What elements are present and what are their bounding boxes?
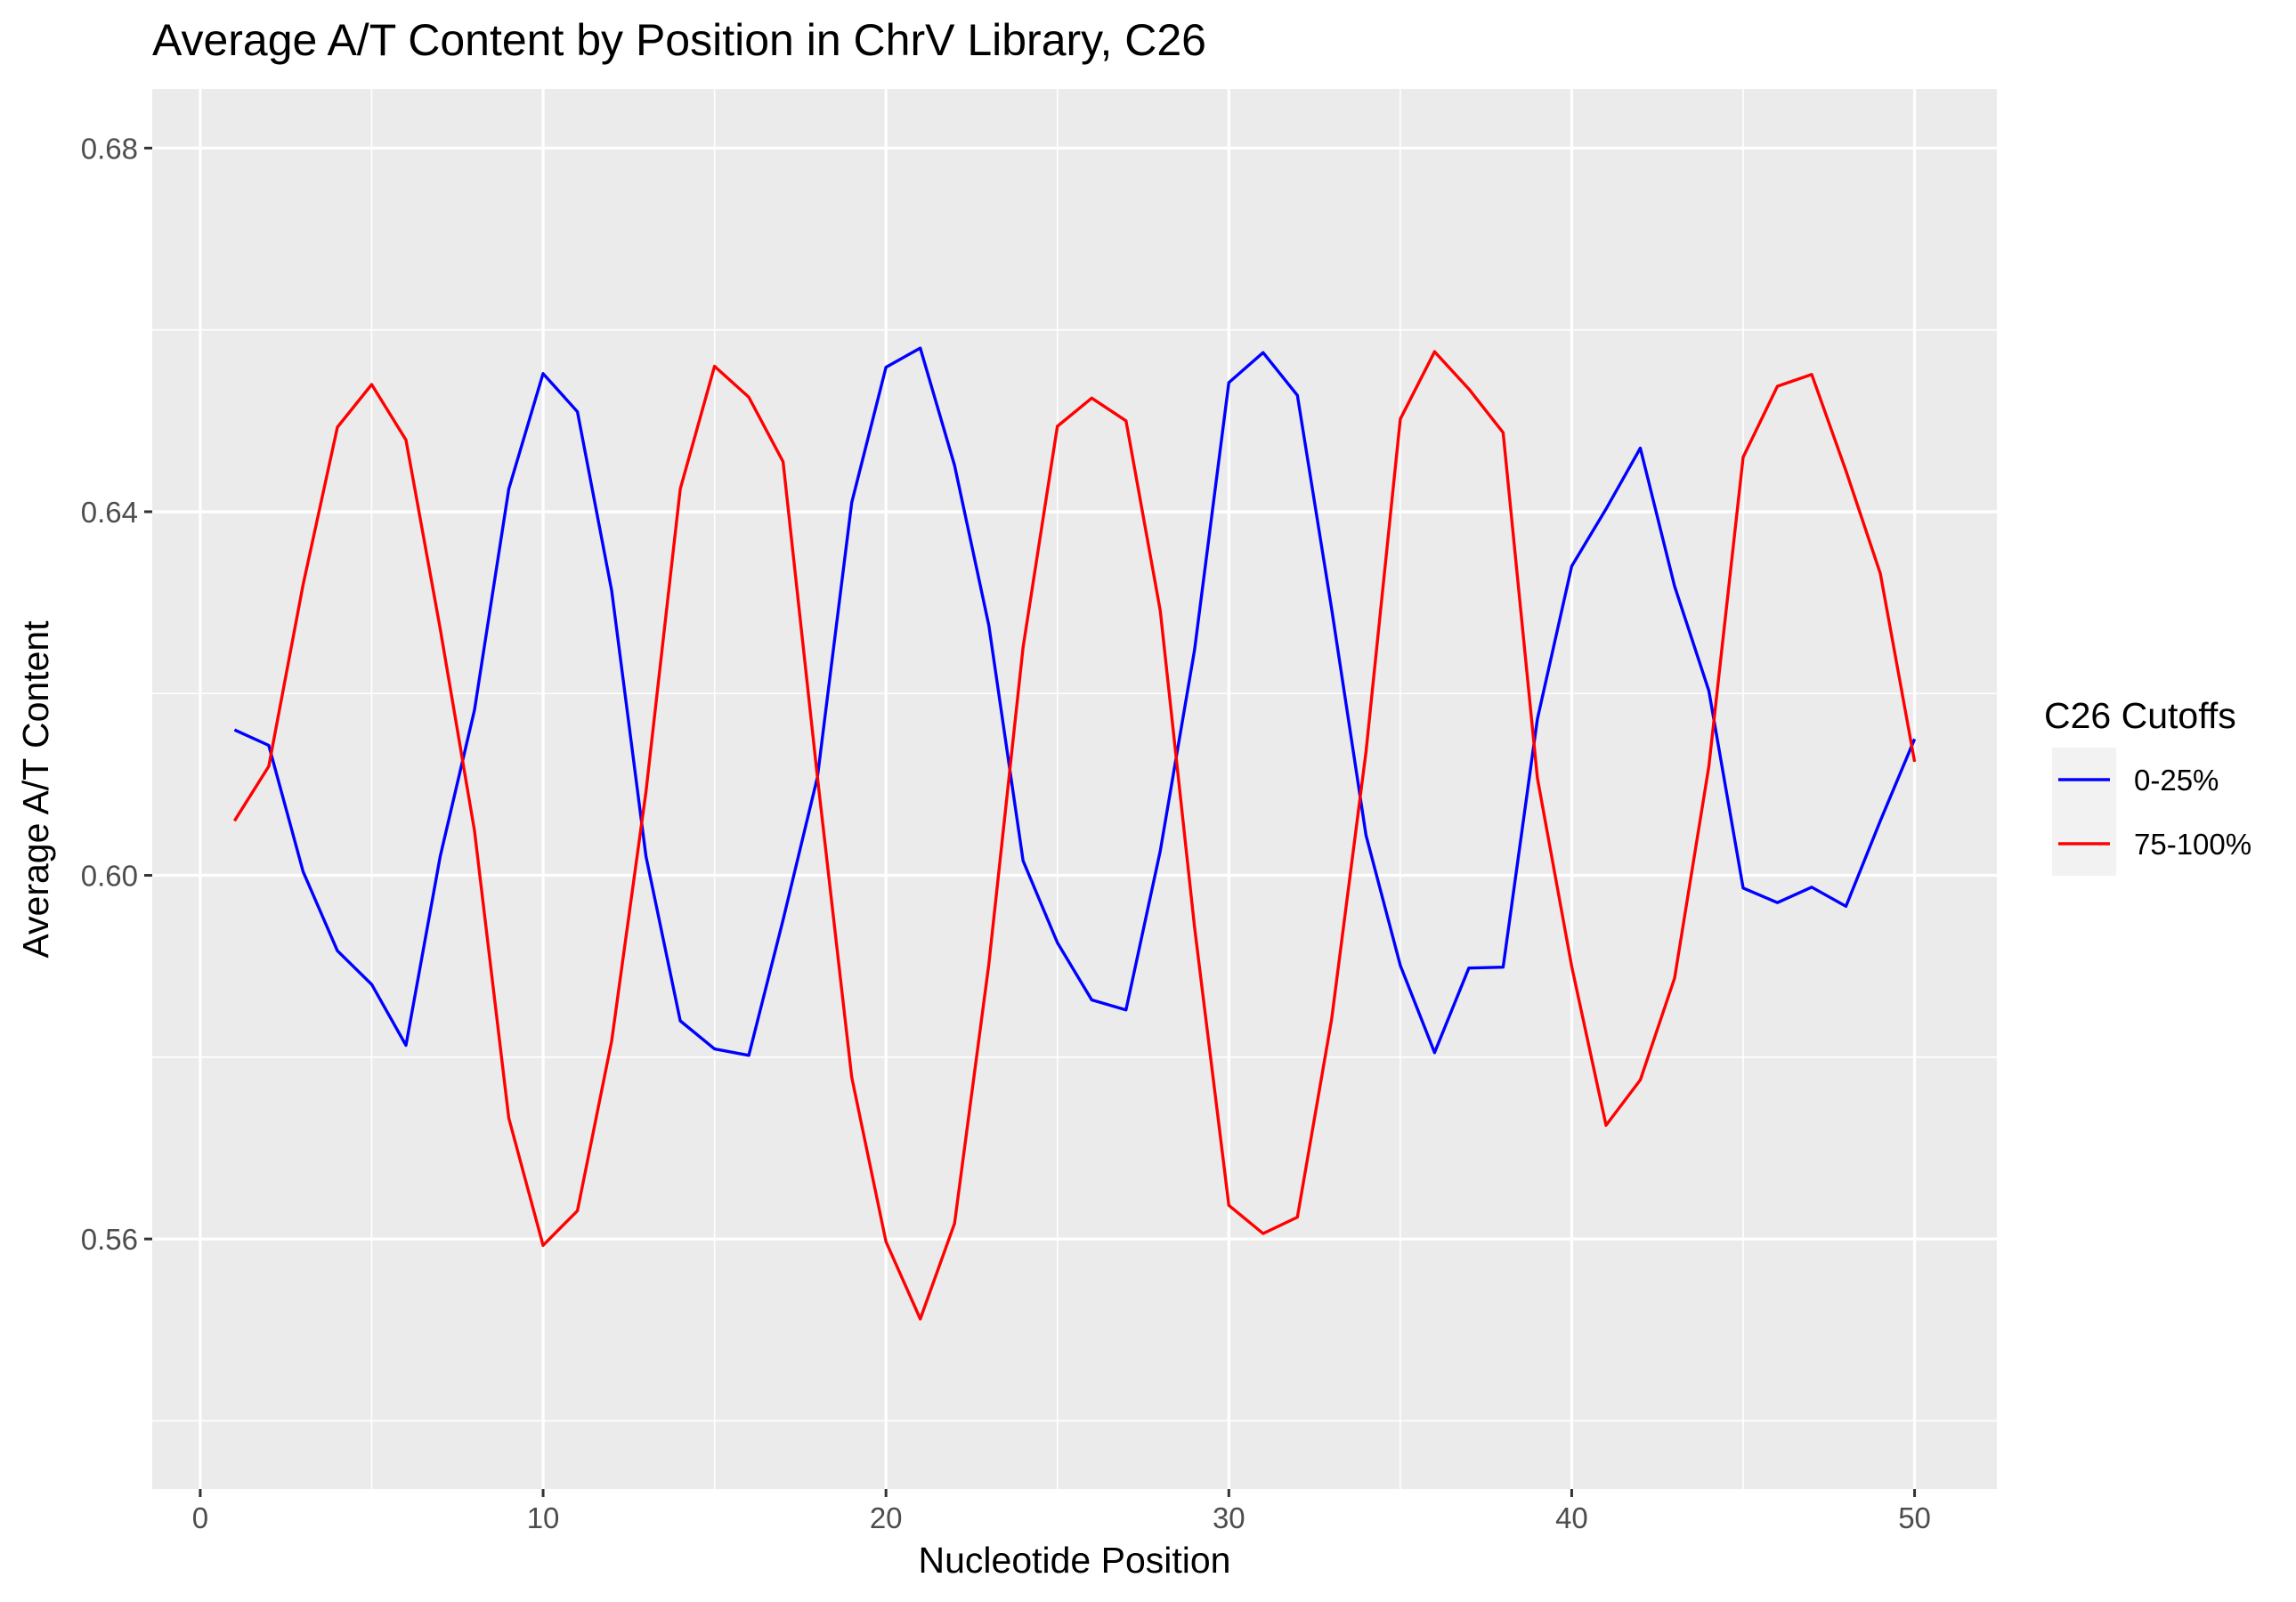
legend-label: 75-100% — [2134, 828, 2251, 861]
x-tick-label: 10 — [527, 1501, 560, 1534]
y-axis-title: Average A/T Content — [15, 620, 56, 959]
x-tick-label: 50 — [1898, 1501, 1931, 1534]
series-lines — [232, 346, 1917, 1321]
legend-items: 0-25% 75-100% — [2052, 748, 2251, 876]
legend-title: C26 Cutoffs — [2044, 695, 2236, 736]
legend: C26 Cutoffs 0-25% 75-100% — [2044, 695, 2251, 876]
x-tick-label: 20 — [870, 1501, 903, 1534]
y-tick-label: 0.68 — [81, 132, 138, 165]
series-line-1 — [232, 350, 1917, 1321]
y-tick-label: 0.56 — [81, 1223, 138, 1256]
major-gridlines — [152, 89, 1997, 1489]
plot-panel — [152, 89, 1997, 1489]
y-axis: 0.56 0.60 0.64 0.68 — [81, 132, 152, 1256]
x-axis-title: Nucleotide Position — [919, 1540, 1231, 1581]
x-axis: 0 10 20 30 40 50 — [192, 1489, 1931, 1534]
legend-label: 0-25% — [2134, 764, 2219, 797]
series-line-0 — [233, 346, 1917, 1057]
chart-title: Average A/T Content by Position in ChrV … — [152, 15, 1206, 65]
y-tick-label: 0.64 — [81, 496, 138, 529]
x-tick-label: 0 — [192, 1501, 208, 1534]
y-tick-label: 0.60 — [81, 860, 138, 893]
x-tick-label: 40 — [1555, 1501, 1588, 1534]
x-tick-label: 30 — [1213, 1501, 1245, 1534]
minor-gridlines — [152, 89, 1997, 1489]
